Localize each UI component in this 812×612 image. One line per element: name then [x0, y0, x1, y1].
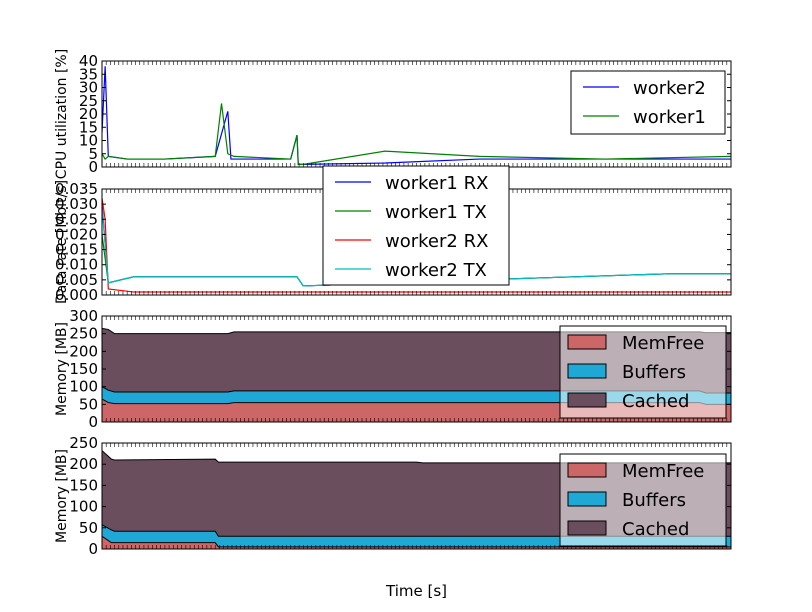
y-tick-label: 10 — [79, 132, 98, 150]
y-tick-label: 0.015 — [55, 241, 98, 259]
legend-label: worker1 RX — [385, 173, 488, 194]
y-tick-label: 30 — [79, 79, 98, 97]
legend: MemFree Buffers Cached — [559, 325, 727, 419]
y-axis-label: Memory [MB] — [54, 322, 70, 416]
y-axis-label: Data rate [Mbit/s] — [54, 180, 70, 304]
y-tick-label: 300 — [69, 307, 98, 325]
y-tick-label: 100 — [69, 378, 98, 396]
y-tick-label: 0.030 — [55, 195, 98, 213]
legend-patch-buffers — [567, 491, 607, 507]
y-tick-label: 150 — [69, 360, 98, 378]
y-tick-label: 0.025 — [55, 210, 98, 228]
legend-patch-buffers — [567, 363, 607, 379]
legend-label: MemFree — [622, 333, 704, 354]
y-tick-label: 40 — [79, 52, 98, 70]
legend-label: Cached — [622, 391, 689, 412]
series-line-worker2-tx — [102, 207, 731, 287]
legend-label: Buffers — [622, 362, 686, 383]
y-tick-label: 50 — [79, 395, 98, 413]
legend-label: MemFree — [622, 461, 704, 482]
legend-label: worker1 — [633, 107, 706, 128]
y-tick-label: 100 — [69, 498, 98, 516]
legend: worker2 worker1 — [570, 70, 726, 135]
y-tick-label: 250 — [69, 325, 98, 343]
legend-patch-memfree — [567, 462, 607, 478]
y-tick-label: 0.035 — [55, 180, 98, 198]
legend-label: worker2 TX — [385, 260, 487, 281]
legend-label: Cached — [622, 519, 689, 540]
legend-label: worker2 RX — [385, 231, 488, 252]
y-axis-label: CPU utilization [%] — [54, 49, 70, 179]
x-axis-label: Time [s] — [385, 582, 447, 600]
plot-area — [102, 66, 731, 165]
chart-panel-2: 0.0000.0050.0100.0150.0200.0250.0300.035… — [54, 165, 732, 304]
y-tick-label: 0.005 — [55, 271, 98, 289]
y-tick-label: 0.000 — [55, 286, 98, 304]
y-tick-label: 0.010 — [55, 256, 98, 274]
legend: MemFree Buffers Cached — [559, 453, 727, 547]
legend-box — [570, 70, 726, 135]
legend-patch-cached — [567, 520, 607, 536]
legend-box — [322, 165, 510, 286]
y-tick-label: 0 — [88, 158, 98, 176]
y-axis-label: Memory [MB] — [54, 449, 70, 543]
y-tick-label: 0.020 — [55, 225, 98, 243]
y-tick-label: 5 — [88, 145, 98, 163]
y-tick-label: 250 — [69, 434, 98, 452]
y-tick-label: 15 — [79, 118, 98, 136]
legend-patch-cached — [567, 392, 607, 408]
series-line-worker1 — [102, 103, 731, 165]
legend-label: worker1 TX — [385, 202, 487, 223]
legend-label: worker2 — [633, 78, 706, 99]
y-tick-label: 150 — [69, 476, 98, 494]
legend-label: Buffers — [622, 490, 686, 511]
legend-patch-memfree — [567, 334, 607, 350]
y-tick-label: 50 — [79, 519, 98, 537]
y-tick-label: 35 — [79, 65, 98, 83]
y-tick-label: 200 — [69, 455, 98, 473]
legend: worker1 RX worker1 TX worker2 RX worker2 TX — [322, 165, 510, 286]
y-tick-label: 20 — [79, 105, 98, 123]
y-tick-label: 0 — [88, 540, 98, 558]
y-tick-label: 0 — [88, 413, 98, 431]
y-tick-label: 200 — [69, 342, 98, 360]
y-tick-label: 25 — [79, 92, 98, 110]
